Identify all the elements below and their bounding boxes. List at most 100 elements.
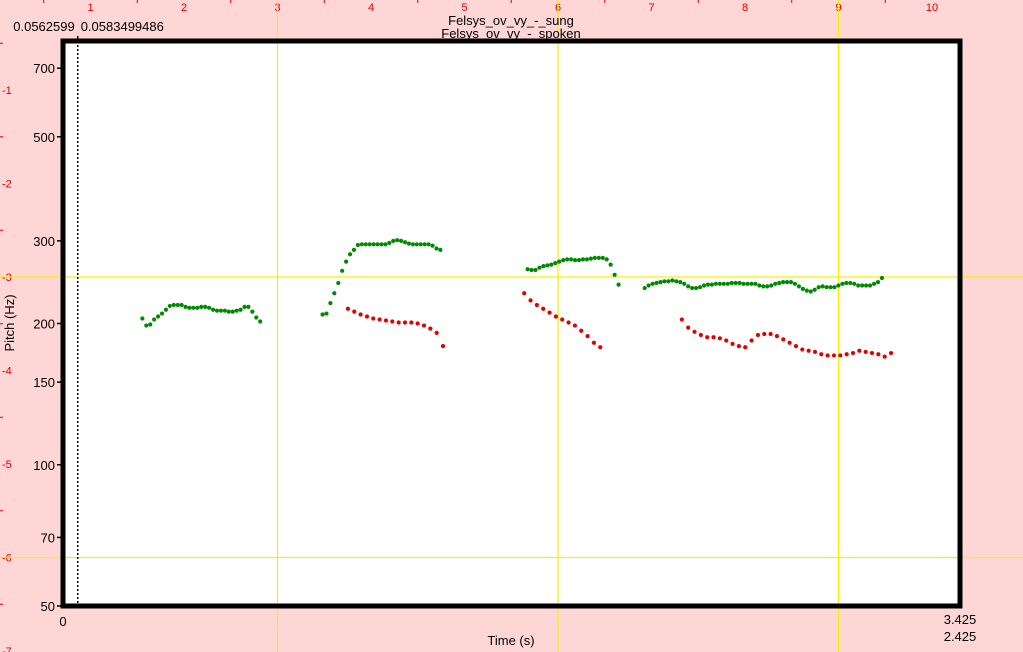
sung-pitch-point — [140, 316, 145, 321]
sung-pitch-point — [616, 282, 621, 287]
sung-pitch-point — [604, 257, 609, 262]
inch-rulers: 12345678910-1-2-3-4-5-6-7 — [0, 0, 938, 652]
y-tick-label: 200 — [33, 317, 55, 332]
sung-pitch-point — [355, 242, 360, 248]
spoken-pitch-point — [762, 331, 767, 337]
sung-pitch-point — [199, 304, 204, 309]
sung-pitch-point — [565, 257, 570, 262]
sung-pitch-point — [359, 242, 364, 247]
spoken-pitch-point — [377, 317, 382, 322]
sung-pitch-point — [832, 285, 837, 290]
spoken-pitch-point — [345, 306, 351, 311]
sung-pitch-point — [324, 311, 329, 316]
sung-pitch-point — [867, 283, 873, 288]
sung-pitch-point — [650, 281, 655, 286]
sung-pitch-point — [163, 307, 169, 312]
sung-pitch-point — [187, 305, 192, 310]
spoken-pitch-point — [781, 337, 786, 342]
spoken-pitch-point — [838, 353, 843, 358]
sung-pitch-point — [340, 268, 345, 273]
sung-pitch-point — [824, 285, 829, 290]
title-spoken: Felsys_ov_vy_-_spoken — [441, 26, 580, 41]
ruler-top-label: 2 — [181, 2, 187, 14]
sung-pitch-point — [159, 311, 165, 316]
sung-pitch-point — [697, 285, 703, 290]
sung-pitch-point — [144, 323, 149, 328]
spoken-pitch-point — [755, 332, 761, 338]
sung-pitch-point — [717, 281, 722, 286]
spoken-pitch-point — [825, 353, 830, 358]
spoken-pitch-point — [428, 326, 433, 331]
sung-pitch-point — [753, 281, 758, 286]
spoken-pitch-point — [547, 310, 552, 315]
ruler-left-label: -6 — [2, 553, 12, 565]
sung-pitch-point — [646, 283, 651, 288]
spoken-pitch-point — [831, 353, 837, 358]
sung-pitch-point — [596, 255, 601, 260]
sung-pitch-point — [371, 242, 376, 247]
sung-pitch-point — [572, 257, 578, 263]
sung-pitch-point — [203, 304, 208, 309]
plot-area[interactable] — [63, 41, 960, 606]
data-points — [140, 238, 894, 359]
sung-pitch-point — [693, 285, 699, 291]
sung-pitch-point — [733, 280, 738, 286]
sung-pitch-point — [592, 255, 597, 260]
sung-pitch-point — [434, 246, 439, 251]
spoken-pitch-point — [736, 344, 742, 349]
sung-pitch-point — [399, 238, 404, 243]
spoken-pitch-point — [717, 336, 722, 341]
sung-pitch-point — [800, 286, 805, 292]
spoken-pitch-point — [579, 328, 584, 333]
sung-pitch-point — [383, 242, 388, 247]
sung-pitch-point — [210, 307, 216, 312]
sung-pitch-point — [430, 243, 435, 248]
sung-pitch-point — [549, 262, 554, 267]
sung-pitch-point — [741, 281, 746, 286]
spoken-pitch-point — [566, 320, 571, 325]
sung-pitch-point — [387, 240, 392, 246]
spoken-pitch-point — [390, 319, 395, 324]
sung-pitch-point — [254, 315, 259, 320]
spoken-pitch-point — [358, 312, 363, 317]
sung-pitch-point — [320, 312, 325, 317]
sung-pitch-point — [662, 279, 667, 284]
spoken-pitch-point — [800, 347, 805, 352]
sung-pitch-point — [576, 257, 582, 263]
spoken-pitch-point — [371, 316, 376, 321]
y-tick-label: 70 — [41, 530, 55, 545]
sung-pitch-point — [363, 242, 368, 247]
sung-pitch-point — [222, 308, 227, 313]
spoken-pitch-point — [812, 349, 818, 354]
x-tick-label-start: 0 — [59, 614, 66, 629]
spoken-pitch-point — [591, 340, 597, 345]
ruler-left-label: -2 — [2, 179, 12, 191]
sung-pitch-point — [713, 281, 718, 286]
spoken-pitch-point — [396, 320, 401, 325]
spoken-pitch-point — [364, 314, 370, 319]
sung-pitch-point — [848, 280, 853, 286]
spoken-pitch-point — [724, 338, 729, 343]
spoken-pitch-point — [528, 298, 533, 303]
spoken-pitch-point — [402, 320, 408, 325]
sung-pitch-point — [658, 280, 663, 285]
sung-pitch-point — [828, 285, 833, 290]
spoken-pitch-point — [743, 345, 748, 350]
spoken-pitch-point — [730, 341, 735, 346]
x-axis-label: Time (s) — [487, 633, 534, 648]
sung-pitch-point — [175, 302, 180, 308]
spoken-pitch-point — [698, 332, 703, 338]
spoken-pitch-point — [793, 344, 799, 349]
sung-pitch-point — [777, 280, 782, 286]
sung-pitch-point — [328, 301, 333, 306]
sung-pitch-point — [761, 284, 766, 289]
sung-pitch-point — [533, 267, 538, 273]
spoken-pitch-point — [850, 350, 856, 356]
spoken-pitch-point — [522, 291, 527, 296]
sung-pitch-point — [844, 280, 849, 286]
sung-pitch-point — [808, 289, 813, 294]
sung-pitch-point — [682, 281, 687, 286]
spoken-pitch-point — [440, 344, 446, 349]
